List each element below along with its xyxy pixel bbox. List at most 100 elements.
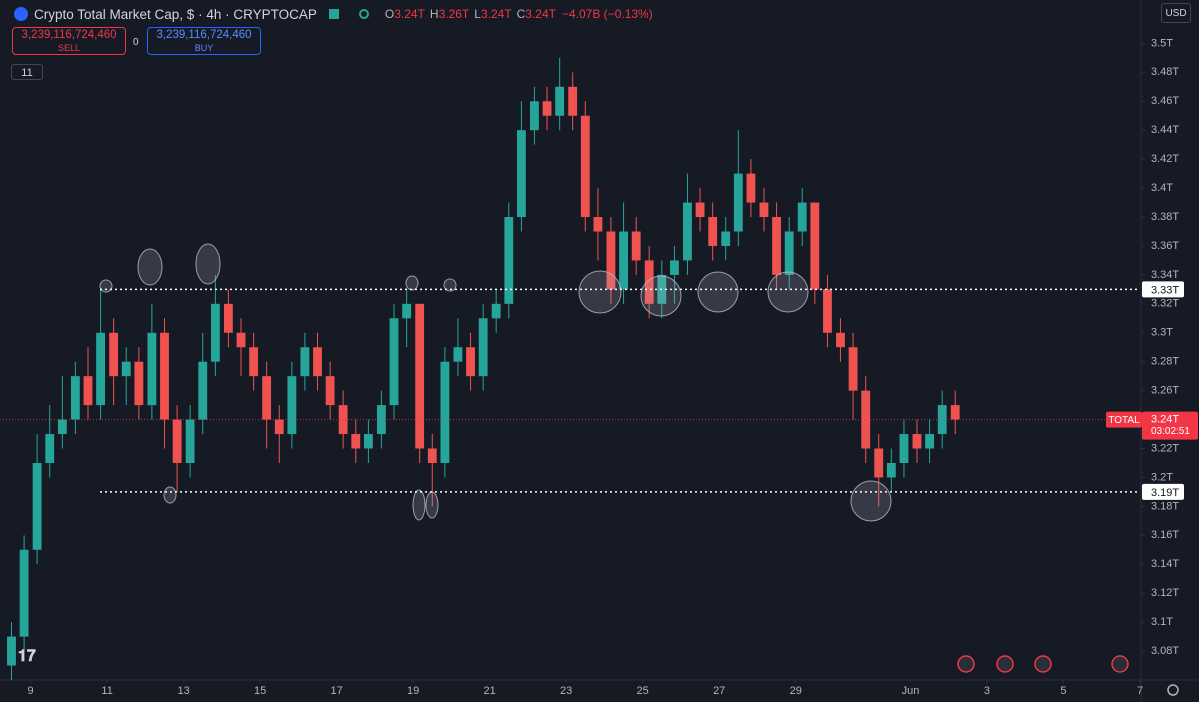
candle-body — [32, 462, 42, 550]
last-price-name-box — [1106, 411, 1142, 428]
circle — [443, 278, 457, 292]
candle-body — [185, 419, 195, 463]
candle-body — [721, 231, 731, 246]
buy-button[interactable]: 3,239,116,724,460 BUY — [147, 27, 261, 55]
buy-label: BUY — [194, 43, 214, 53]
sell-label: SELL — [57, 43, 81, 53]
candle-body — [631, 231, 641, 261]
candle-body — [57, 419, 67, 435]
y-tick-label: 3.38T — [1151, 211, 1179, 223]
price-line-label-box — [1142, 281, 1184, 298]
y-tick-label: 3.22T — [1151, 442, 1179, 454]
currency-select[interactable]: USD — [1161, 3, 1191, 23]
candle-body — [262, 376, 272, 420]
y-tick-label: 3.1T — [1151, 616, 1173, 628]
candle-body — [453, 347, 463, 362]
price-line-label: 3.33T — [1151, 284, 1179, 296]
x-tick-label: 21 — [484, 685, 496, 697]
y-tick-label: 3.48T — [1151, 66, 1179, 78]
last-price-box — [1142, 411, 1198, 440]
y-tick-label: 3.16T — [1151, 529, 1179, 541]
symbol-logo — [14, 7, 28, 21]
candle-body — [746, 173, 756, 203]
event-icon[interactable] — [996, 655, 1014, 673]
y-tick-label: 3.4T — [1151, 182, 1173, 194]
settings-icon[interactable] — [1167, 684, 1179, 696]
last-price-name: TOTAL — [1108, 415, 1140, 426]
market-flag — [328, 9, 339, 19]
x-tick-label: 9 — [28, 685, 34, 697]
candle-body — [427, 448, 437, 463]
circle — [195, 243, 221, 285]
circle — [405, 275, 419, 291]
candle-body — [593, 217, 603, 232]
y-tick-label: 3.46T — [1151, 95, 1179, 107]
ohlc-item: C3.24T — [517, 7, 556, 21]
circle — [767, 271, 809, 313]
candle-body — [568, 86, 578, 116]
y-tick-label: 3.3T — [1151, 327, 1173, 339]
candle-body — [121, 361, 131, 377]
y-tick-label: 3.08T — [1151, 645, 1179, 657]
candle-body — [784, 231, 794, 275]
x-tick-label: 23 — [560, 685, 572, 697]
candle-body — [402, 303, 412, 319]
buy-price: 3,239,116,724,460 — [156, 29, 252, 41]
y-tick-label: 3.14T — [1151, 558, 1179, 570]
candle-body — [797, 202, 807, 232]
candle-body — [45, 434, 55, 463]
sell-button[interactable]: 3,239,116,724,460 SELL — [12, 27, 126, 55]
circle — [412, 489, 426, 521]
candle-body — [912, 434, 922, 449]
candle-body — [555, 86, 565, 116]
candle-body — [160, 332, 169, 420]
candle-body — [836, 332, 845, 348]
event-icon[interactable] — [1034, 655, 1052, 673]
candle-body — [83, 376, 93, 406]
y-tick-label: 3.26T — [1151, 385, 1179, 397]
ohlc-value: 3.24T — [394, 7, 425, 21]
x-tick-label: 11 — [101, 685, 112, 697]
event-icon[interactable] — [1111, 655, 1129, 673]
change: −4.07B (−0.13%) — [561, 7, 653, 21]
candle-body — [466, 347, 475, 377]
spread: 0 — [133, 37, 139, 48]
x-tick-label: 13 — [177, 685, 189, 697]
y-tick-label: 3.18T — [1151, 500, 1179, 512]
visibility-icon[interactable] — [358, 9, 369, 19]
candle-body — [7, 636, 16, 666]
candle-body — [70, 376, 80, 420]
event-icon[interactable] — [957, 655, 975, 673]
candle-body — [861, 390, 871, 449]
x-tick-label: 29 — [790, 685, 802, 697]
candle-body — [683, 202, 692, 261]
candle-body — [223, 303, 233, 333]
candle-body — [619, 231, 628, 290]
candle-body — [325, 376, 335, 406]
annotations — [99, 243, 892, 522]
candle-body — [338, 405, 348, 435]
event-icons — [957, 655, 1129, 673]
candle-body — [516, 130, 526, 218]
indicator-toggle[interactable]: 11 — [11, 64, 43, 80]
candle-body — [504, 217, 514, 304]
candle-body — [886, 462, 896, 478]
x-tick-label: 5 — [1060, 685, 1066, 697]
y-tick-label: 3.28T — [1151, 356, 1179, 368]
candle-body — [313, 347, 322, 377]
ohlc-key: H — [429, 7, 439, 21]
circle — [640, 275, 682, 317]
x-tick-label: 17 — [331, 685, 343, 697]
ohlc-key: O — [384, 7, 395, 21]
candle-body — [351, 434, 361, 449]
x-tick-label: 19 — [407, 685, 419, 697]
y-tick-label: 3.5T — [1151, 37, 1173, 49]
candle-body — [19, 549, 29, 637]
candle-body — [491, 303, 501, 319]
header: Crypto Total Market Cap, $ · 4h · CRYPTO… — [0, 0, 653, 28]
candle-body — [300, 347, 310, 377]
symbol-title[interactable]: Crypto Total Market Cap, $ · 4h · CRYPTO… — [34, 6, 317, 22]
y-tick-label: 3.42T — [1151, 153, 1179, 165]
